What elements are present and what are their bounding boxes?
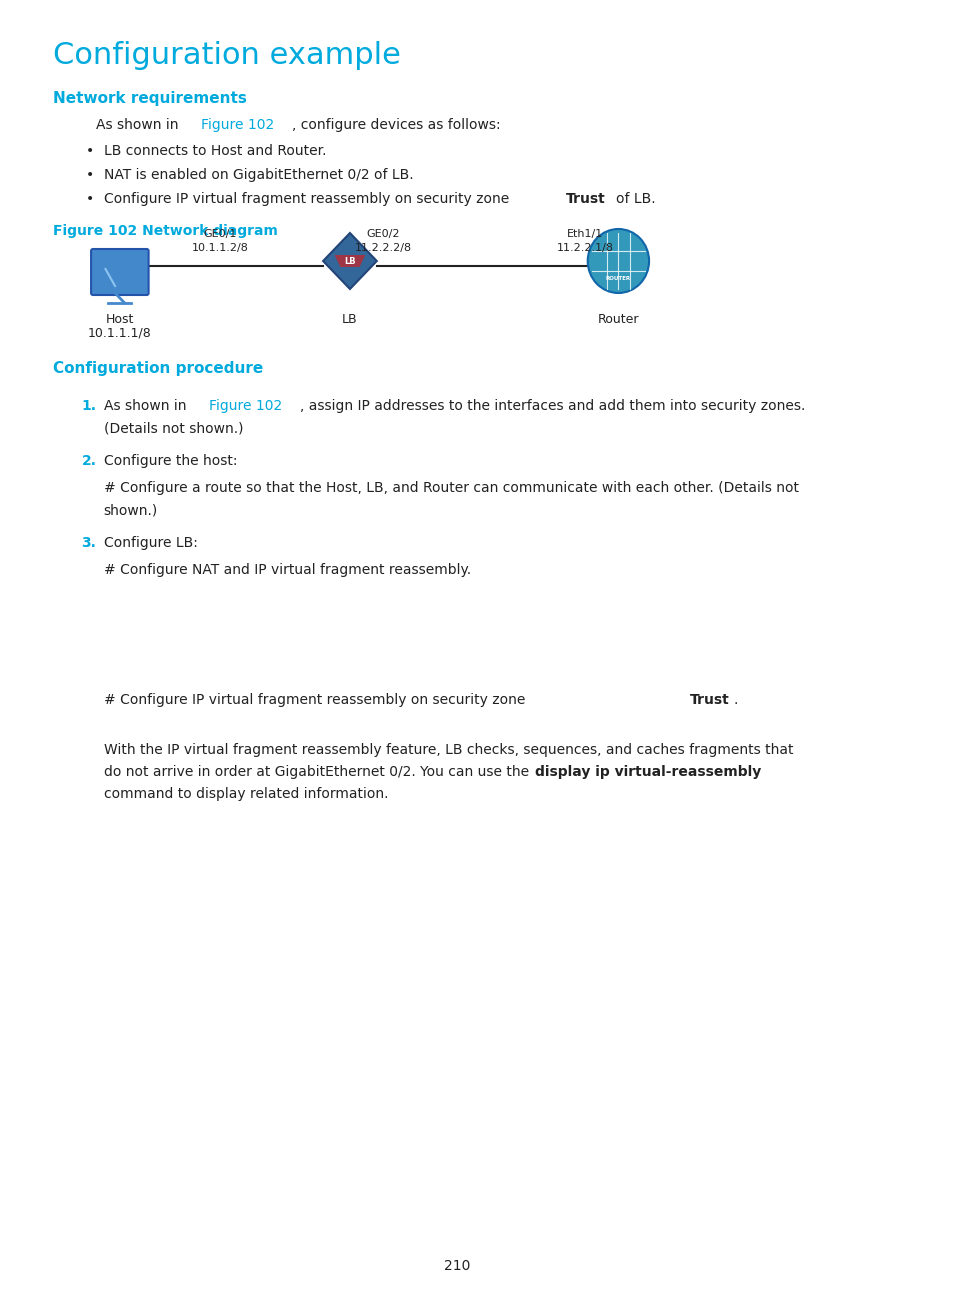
Text: Configuration example: Configuration example — [52, 41, 400, 70]
Text: •: • — [86, 144, 94, 158]
Text: Configuration procedure: Configuration procedure — [52, 362, 263, 376]
Text: shown.): shown.) — [104, 503, 157, 517]
Text: Figure 102: Figure 102 — [209, 399, 282, 413]
Text: •: • — [86, 168, 94, 181]
Text: LB connects to Host and Router.: LB connects to Host and Router. — [104, 144, 326, 158]
Text: 3.: 3. — [81, 537, 96, 550]
Text: Configure IP virtual fragment reassembly on security zone: Configure IP virtual fragment reassembly… — [104, 192, 508, 206]
Text: 11.2.2.2/8: 11.2.2.2/8 — [355, 244, 412, 253]
Text: Trust: Trust — [565, 192, 605, 206]
Text: •: • — [86, 192, 94, 206]
Text: Configure the host:: Configure the host: — [104, 454, 236, 468]
Text: NAT is enabled on GigabitEthernet 0/2 of LB.: NAT is enabled on GigabitEthernet 0/2 of… — [104, 168, 413, 181]
Text: With the IP virtual fragment reassembly feature, LB checks, sequences, and cache: With the IP virtual fragment reassembly … — [104, 743, 792, 757]
Text: Eth1/1: Eth1/1 — [566, 229, 602, 238]
Text: Figure 102 Network diagram: Figure 102 Network diagram — [52, 224, 277, 238]
Text: 10.1.1.1/8: 10.1.1.1/8 — [88, 327, 152, 340]
Text: command to display related information.: command to display related information. — [104, 787, 388, 801]
Text: (Details not shown.): (Details not shown.) — [104, 421, 243, 435]
Text: Network requirements: Network requirements — [52, 91, 246, 106]
Text: LB: LB — [342, 314, 357, 327]
Text: As shown in: As shown in — [104, 399, 186, 413]
Polygon shape — [335, 255, 365, 267]
Text: Figure 102: Figure 102 — [201, 118, 274, 132]
Text: 10.1.1.2/8: 10.1.1.2/8 — [192, 244, 249, 253]
FancyBboxPatch shape — [91, 249, 149, 295]
Text: Router: Router — [597, 314, 639, 327]
Text: 210: 210 — [444, 1258, 470, 1273]
Text: 1.: 1. — [81, 399, 96, 413]
Text: 2.: 2. — [81, 454, 96, 468]
Circle shape — [587, 229, 648, 293]
Text: of LB.: of LB. — [615, 192, 655, 206]
Text: ROUTER: ROUTER — [605, 276, 630, 281]
Text: # Configure IP virtual fragment reassembly on security zone: # Configure IP virtual fragment reassemb… — [104, 693, 524, 708]
Text: display ip virtual-reassembly: display ip virtual-reassembly — [535, 765, 760, 779]
Polygon shape — [323, 233, 376, 289]
Text: , configure devices as follows:: , configure devices as follows: — [293, 118, 500, 132]
Text: , assign IP addresses to the interfaces and add them into security zones.: , assign IP addresses to the interfaces … — [300, 399, 804, 413]
Text: # Configure NAT and IP virtual fragment reassembly.: # Configure NAT and IP virtual fragment … — [104, 562, 470, 577]
Text: As shown in: As shown in — [95, 118, 178, 132]
Text: .: . — [733, 693, 737, 708]
Text: Configure LB:: Configure LB: — [104, 537, 197, 550]
Text: Trust: Trust — [690, 693, 729, 708]
Text: LB: LB — [344, 257, 355, 266]
Text: GE0/1: GE0/1 — [204, 229, 237, 238]
Text: 11.2.2.1/8: 11.2.2.1/8 — [556, 244, 613, 253]
Text: do not arrive in order at GigabitEthernet 0/2. You can use the: do not arrive in order at GigabitEtherne… — [104, 765, 528, 779]
Text: GE0/2: GE0/2 — [366, 229, 400, 238]
Text: # Configure a route so that the Host, LB, and Router can communicate with each o: # Configure a route so that the Host, LB… — [104, 481, 798, 495]
Text: Host: Host — [106, 314, 133, 327]
